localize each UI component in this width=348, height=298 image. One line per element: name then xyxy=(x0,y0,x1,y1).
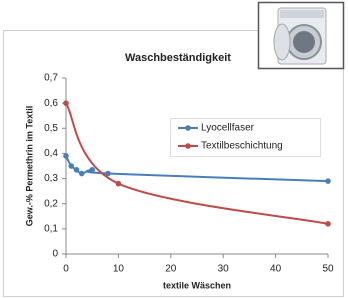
data-point xyxy=(74,167,80,173)
data-point xyxy=(79,171,85,177)
chart: Waschbeständigkeit Gew.-% Permethrin im … xyxy=(0,0,348,298)
y-tick-label: 0,6 xyxy=(44,98,58,109)
x-tick-label: 20 xyxy=(165,264,177,275)
legend-marker xyxy=(185,143,191,149)
y-tick-label: 0,7 xyxy=(44,73,58,84)
y-axis-label: Gew.-% Permethrin im Textil xyxy=(24,106,34,227)
data-point xyxy=(325,221,331,227)
washing-machine-photo xyxy=(259,3,344,69)
data-point xyxy=(89,167,95,173)
y-tick-label: 0 xyxy=(52,249,58,260)
legend-marker xyxy=(185,125,191,131)
x-tick-label: 40 xyxy=(270,264,282,275)
x-tick-label: 50 xyxy=(322,264,334,275)
y-tick-label: 0,4 xyxy=(44,148,58,159)
x-axis-label: textile Wäschen xyxy=(163,280,231,290)
data-point xyxy=(325,178,331,184)
y-tick-label: 0,1 xyxy=(44,223,58,234)
y-tick-label: 0,5 xyxy=(44,123,58,134)
y-tick-label: 0,3 xyxy=(44,173,58,184)
data-point xyxy=(68,163,74,169)
legend-label: Lyocellfaser xyxy=(201,123,255,134)
chart-title: Waschbeständigkeit xyxy=(125,52,231,64)
x-tick-label: 30 xyxy=(218,264,230,275)
data-point xyxy=(63,153,69,159)
x-tick-label: 10 xyxy=(113,264,125,275)
y-tick-label: 0,2 xyxy=(44,198,58,209)
x-tick-label: 0 xyxy=(63,264,69,275)
data-point xyxy=(63,100,69,106)
data-point xyxy=(116,181,122,187)
legend-label: Textilbeschichtung xyxy=(201,141,283,152)
